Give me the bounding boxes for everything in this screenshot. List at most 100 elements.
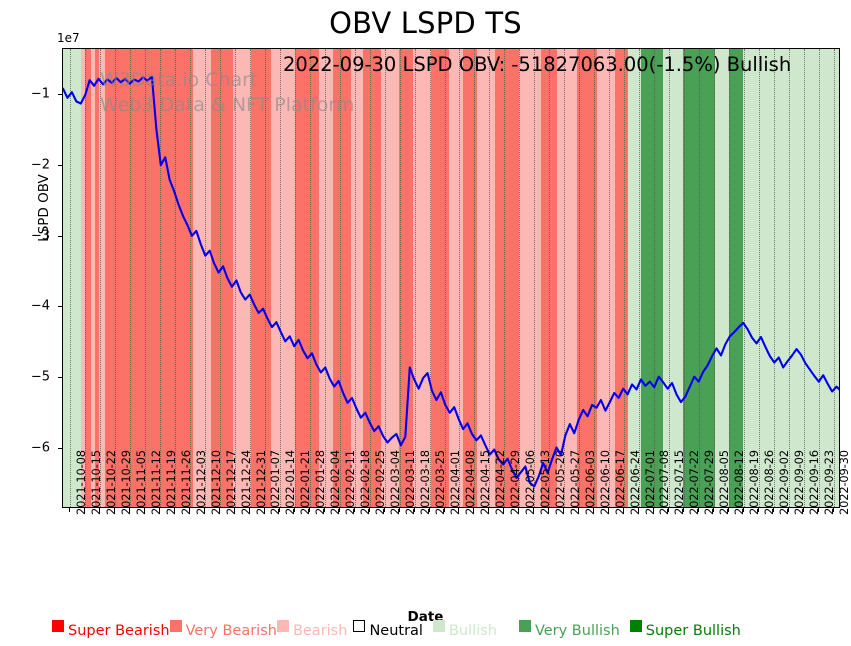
- legend-label: Neutral: [369, 623, 423, 639]
- grid-line-vertical: [489, 49, 491, 507]
- y-tick-label: −5: [30, 369, 50, 385]
- sentiment-band: [463, 49, 477, 507]
- x-tick-mark: [278, 508, 280, 512]
- x-tick-mark: [368, 508, 370, 512]
- x-tick-mark: [323, 508, 325, 512]
- x-tick-mark: [727, 508, 729, 512]
- legend-item[interactable]: Very Bullish: [518, 620, 620, 639]
- x-tick-label: 2022-02-25: [373, 450, 388, 515]
- sentiment-band: [729, 49, 743, 507]
- grid-line-vertical: [220, 49, 222, 507]
- grid-line-vertical: [354, 49, 356, 507]
- grid-line-vertical: [653, 49, 655, 507]
- grid-line-vertical: [609, 49, 611, 507]
- grid-line-vertical: [579, 49, 581, 507]
- x-tick-label: 2021-10-08: [73, 450, 88, 515]
- grid-line-vertical: [624, 49, 626, 507]
- grid-line-vertical: [384, 49, 386, 507]
- sentiment-band: [519, 49, 541, 507]
- x-tick-label: 2022-01-14: [283, 450, 298, 515]
- grid-line-vertical: [309, 49, 311, 507]
- grid-line-vertical: [145, 49, 147, 507]
- sentiment-band: [477, 49, 495, 507]
- x-tick-mark: [383, 508, 385, 512]
- x-tick-label: 2021-12-31: [253, 450, 268, 515]
- x-tick-label: 2022-06-10: [597, 450, 612, 515]
- sentiment-band: [351, 49, 363, 507]
- x-tick-mark: [563, 508, 565, 512]
- x-tick-mark: [413, 508, 415, 512]
- sentiment-band: [251, 49, 271, 507]
- x-tick-label: 2022-03-18: [418, 450, 433, 515]
- obv-line-series: [63, 75, 839, 488]
- sentiment-band: [641, 49, 663, 507]
- legend-label: Bearish: [292, 623, 348, 639]
- sentiment-band: [413, 49, 431, 507]
- x-tick-mark: [742, 508, 744, 512]
- x-tick-mark: [308, 508, 310, 512]
- grid-line-vertical: [429, 49, 431, 507]
- x-tick-mark: [623, 508, 625, 512]
- x-tick-label: 2021-11-12: [148, 450, 163, 515]
- y-tick-label: −1: [30, 86, 50, 102]
- x-tick-mark: [503, 508, 505, 512]
- grid-line-vertical: [444, 49, 446, 507]
- grid-line-vertical: [833, 49, 835, 507]
- legend-swatch-bearish: [276, 620, 289, 632]
- x-tick-mark: [159, 508, 161, 512]
- x-tick-label: 2022-09-02: [777, 450, 792, 515]
- x-tick-label: 2022-09-23: [822, 450, 837, 515]
- grid-line-vertical: [250, 49, 252, 507]
- legend-swatch-very-bullish: [518, 620, 531, 632]
- x-tick-label: 2022-05-06: [522, 450, 537, 515]
- grid-line-vertical: [190, 49, 192, 507]
- grid-line-vertical: [70, 49, 72, 507]
- x-tick-label: 2022-08-12: [732, 450, 747, 515]
- latest-value-annotation: 2022-09-30 LSPD OBV: -51827063.00(-1.5%)…: [283, 53, 792, 76]
- sentiment-band: [597, 49, 615, 507]
- x-tick-mark: [593, 508, 595, 512]
- legend-item[interactable]: Bullish: [432, 620, 497, 639]
- x-tick-label: 2022-05-27: [567, 450, 582, 515]
- legend-item[interactable]: Bearish: [276, 620, 348, 639]
- sentiment-band: [495, 49, 519, 507]
- sentiment-band: [628, 49, 641, 507]
- sentiment-band: [85, 49, 91, 507]
- x-tick-label: 2022-04-01: [448, 450, 463, 515]
- x-tick-mark: [817, 508, 819, 512]
- x-tick-mark: [473, 508, 475, 512]
- sentiment-band: [81, 49, 85, 507]
- x-tick-mark: [832, 508, 834, 512]
- grid-line-vertical: [773, 49, 775, 507]
- x-tick-mark: [518, 508, 520, 512]
- x-tick-label: 2022-02-04: [328, 450, 343, 515]
- x-tick-mark: [608, 508, 610, 512]
- grid-line-vertical: [519, 49, 521, 507]
- x-tick-label: 2022-06-03: [582, 450, 597, 515]
- x-tick-label: 2022-04-08: [462, 450, 477, 515]
- grid-line-vertical: [339, 49, 341, 507]
- legend-item[interactable]: Very Bearish: [169, 620, 277, 639]
- grid-line-vertical: [564, 49, 566, 507]
- x-tick-label: 2022-07-29: [702, 450, 717, 515]
- sentiment-band: [663, 49, 683, 507]
- sentiment-band: [363, 49, 381, 507]
- x-tick-mark: [697, 508, 699, 512]
- legend-swatch-neutral: [353, 620, 366, 632]
- legend-item[interactable]: Super Bearish: [52, 620, 170, 639]
- grid-line-vertical: [459, 49, 461, 507]
- grid-line-vertical: [279, 49, 281, 507]
- grid-line-vertical: [85, 49, 87, 507]
- legend-item[interactable]: Super Bullish: [629, 620, 741, 639]
- legend-item[interactable]: Neutral: [353, 620, 423, 639]
- x-tick-label: 2022-04-29: [507, 450, 522, 515]
- x-tick-mark: [219, 508, 221, 512]
- grid-line-vertical: [639, 49, 641, 507]
- legend-label: Very Bearish: [185, 623, 277, 639]
- x-tick-mark: [129, 508, 131, 512]
- y-tick-mark: [58, 164, 62, 166]
- grid-line-vertical: [399, 49, 401, 507]
- grid-line-vertical: [205, 49, 207, 507]
- x-tick-label: 2022-08-26: [762, 450, 777, 515]
